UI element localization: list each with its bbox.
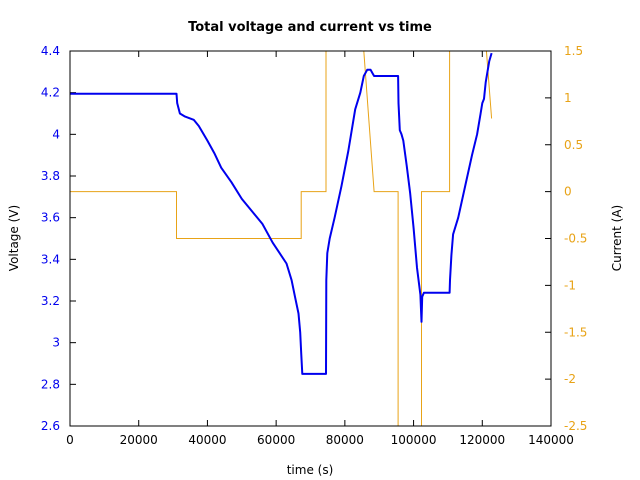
chart-title: Total voltage and current vs time [188, 20, 432, 35]
y-right-tick-label: 0 [564, 185, 572, 199]
y-axis-right-label: Current (A) [610, 205, 624, 271]
x-tick-label: 0 [66, 433, 74, 447]
y-right-tick-label: -1 [564, 278, 576, 292]
y-axis-left-label: Voltage (V) [7, 205, 21, 271]
y-left-tick-label: 2.8 [41, 377, 60, 391]
y-left-tick-label: 4.2 [41, 86, 60, 100]
x-tick-label: 20000 [120, 433, 158, 447]
y-right-tick-label: -2.5 [564, 419, 587, 433]
x-tick-label: 100000 [391, 433, 437, 447]
y-left-tick-label: 4.4 [41, 44, 60, 58]
y-left-tick-label: 3.4 [41, 252, 60, 266]
y-right-tick-label: -1.5 [564, 325, 587, 339]
current-series-line [70, 51, 493, 426]
y-right-tick-label: 1 [564, 91, 572, 105]
x-tick-label: 80000 [326, 433, 364, 447]
x-tick-label: 60000 [257, 433, 295, 447]
voltage-series-line [70, 52, 493, 375]
y-left-tick-label: 3.6 [41, 211, 60, 225]
x-axis-label: time (s) [287, 463, 334, 477]
y-right-tick-label: 0.5 [564, 138, 583, 152]
x-tick-label: 40000 [188, 433, 226, 447]
y-left-tick-label: 3.2 [41, 294, 60, 308]
x-tick-label: 120000 [459, 433, 505, 447]
series-layer [70, 51, 493, 426]
y-left-tick-label: 3.8 [41, 169, 60, 183]
y-right-tick-label: 1.5 [564, 44, 583, 58]
plot-frame [69, 50, 552, 427]
x-tick-label: 140000 [528, 433, 574, 447]
y-left-tick-label: 4 [52, 127, 60, 141]
tick-group: 0 20000 40000 60000 80000 100000 120000 140000 2… [41, 44, 588, 447]
y-left-tick-label: 2.6 [41, 419, 60, 433]
y-left-tick-label: 3 [52, 336, 60, 350]
y-right-tick-label: -0.5 [564, 232, 587, 246]
y-right-tick-label: -2 [564, 372, 576, 386]
